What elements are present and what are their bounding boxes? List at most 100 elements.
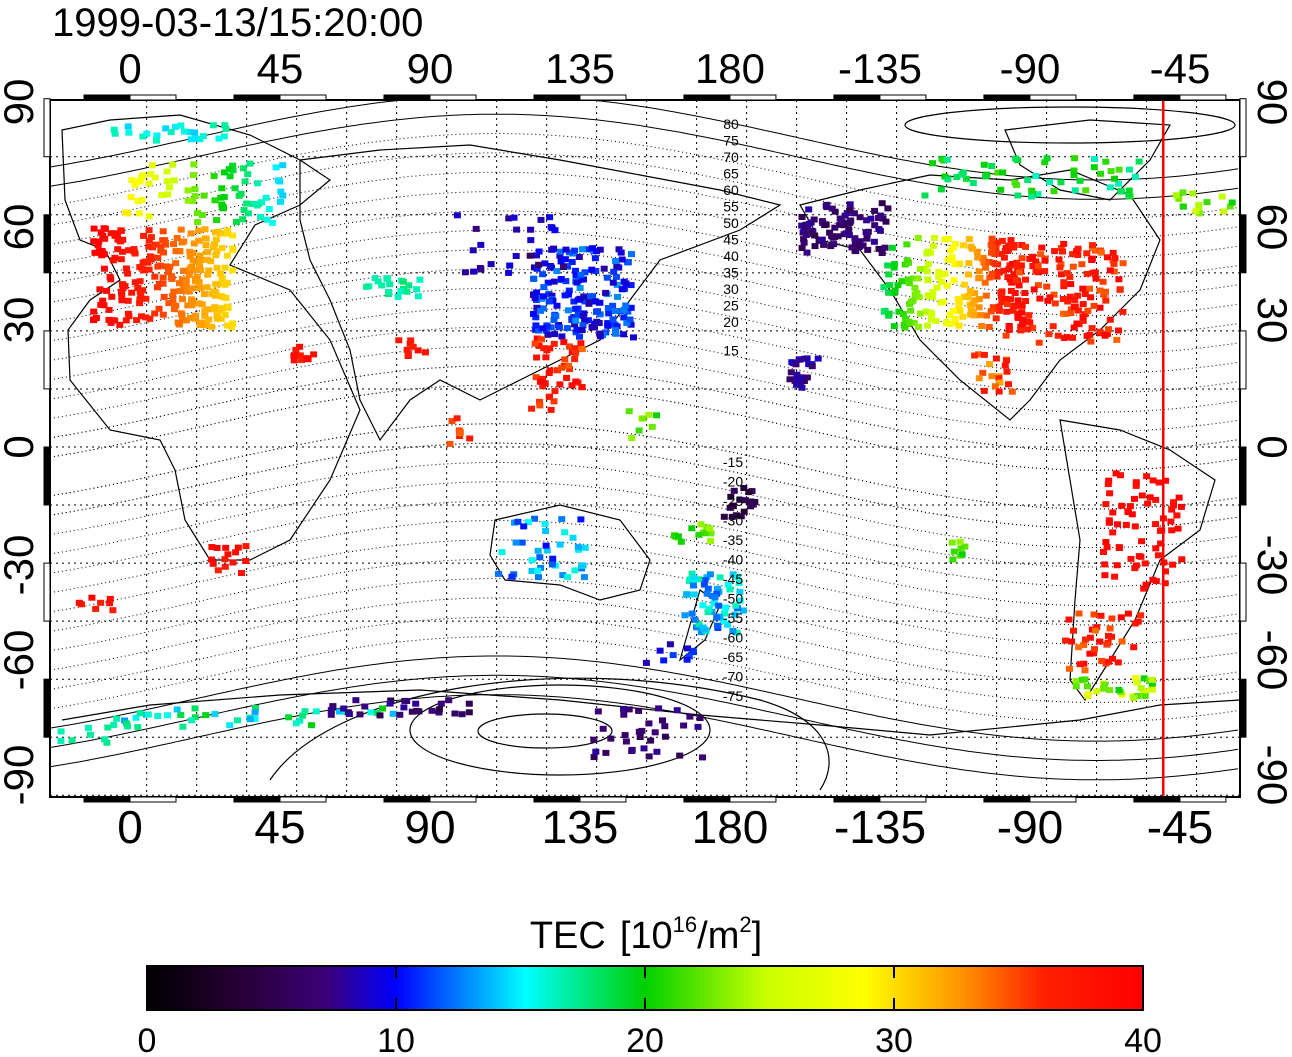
longitude-tick-label: 0 — [117, 801, 143, 853]
contour-label: 60 — [723, 182, 739, 198]
tec-pixel — [903, 241, 911, 248]
tec-pixel — [187, 136, 195, 143]
tec-pixel — [106, 600, 114, 607]
tec-pixel — [684, 645, 691, 652]
tec-pixel — [99, 297, 107, 304]
tec-pixel — [736, 496, 744, 503]
tec-pixel — [1088, 242, 1096, 249]
tec-pixel — [793, 377, 801, 384]
tec-pixel — [114, 246, 122, 253]
tec-pixel — [878, 200, 886, 207]
tec-pixel — [145, 227, 153, 234]
tec-pixel — [1125, 187, 1133, 194]
tec-pixel — [1007, 287, 1015, 294]
tec-pixel — [446, 440, 454, 447]
tec-pixel — [636, 734, 644, 740]
tec-pixel — [688, 610, 696, 617]
tec-pixel — [1117, 188, 1125, 195]
tec-pixel — [580, 293, 588, 300]
tec-pixel — [122, 265, 130, 272]
tec-pixel — [401, 697, 409, 704]
longitude-tick-label: 90 — [407, 45, 454, 92]
tec-pixel — [172, 248, 180, 255]
tec-pixel — [558, 364, 566, 371]
tec-pixel — [1102, 297, 1110, 304]
tec-pixel — [1003, 357, 1011, 364]
frame-tick-bar — [429, 94, 477, 101]
tec-pixel — [487, 261, 495, 268]
tec-pixel — [1002, 295, 1010, 302]
tec-pixel — [1013, 259, 1021, 266]
tec-pixel — [132, 714, 140, 721]
tec-pixel — [1108, 615, 1116, 622]
tec-pixel — [134, 724, 142, 731]
tec-pixel — [800, 236, 808, 243]
tec-pixel — [891, 287, 899, 294]
tec-pixel — [729, 571, 737, 578]
tec-pixel — [212, 236, 220, 243]
tec-pixel — [553, 302, 561, 309]
tec-pixel — [68, 737, 76, 744]
tec-pixel — [557, 276, 565, 282]
tec-pixel — [985, 324, 993, 330]
tec-pixel — [534, 327, 542, 334]
tec-pixel — [856, 214, 864, 221]
tec-pixel — [731, 611, 739, 618]
tec-pixel — [1070, 324, 1078, 331]
tec-pixel — [1071, 187, 1079, 194]
tec-pixel — [170, 177, 178, 184]
tec-pixel — [1106, 625, 1114, 632]
tec-pixel — [609, 279, 617, 286]
tec-pixel — [583, 246, 591, 253]
tec-pixel — [1014, 310, 1022, 317]
tec-pixel — [980, 387, 988, 394]
tec-pixel — [624, 308, 632, 315]
tec-pixel — [986, 274, 994, 281]
tec-pixel — [1138, 538, 1146, 545]
tec-pixel — [711, 594, 719, 601]
tec-pixel — [955, 302, 963, 309]
tec-pixel — [980, 161, 988, 168]
tec-pixel — [90, 225, 98, 232]
latitude-axis-right: 90 60 30 0 -30 -60 -90 — [1249, 79, 1292, 806]
tec-pixel — [1152, 496, 1160, 503]
frame-tick-bar — [1239, 446, 1247, 506]
tec-pixel — [827, 243, 835, 250]
tec-pixel — [299, 712, 307, 719]
tec-pixel — [661, 733, 669, 740]
tec-pixel — [943, 320, 951, 327]
tec-pixel — [1086, 634, 1094, 641]
tec-pixel — [886, 282, 894, 289]
tec-pixel — [1116, 286, 1124, 293]
tec-pixel — [545, 298, 553, 305]
tec-pixel — [1106, 490, 1114, 497]
frame-tick-bar — [1133, 94, 1181, 101]
tec-pixel — [1148, 682, 1156, 688]
tec-pixel — [915, 294, 923, 301]
tec-pixel — [645, 411, 653, 418]
tec-pixel — [376, 712, 384, 719]
tec-pixel — [715, 602, 723, 609]
tec-pixel — [739, 607, 747, 614]
tec-pixel — [554, 367, 561, 374]
frame-tick-bar — [1239, 330, 1247, 390]
tec-pixel — [1109, 509, 1117, 516]
longitude-tick-label: -45 — [1150, 45, 1211, 92]
tec-pixel — [703, 590, 711, 597]
latitude-tick-label: 30 — [1249, 297, 1292, 344]
tec-pixel — [863, 235, 871, 242]
tec-pixel — [531, 295, 539, 302]
tec-pixel — [1067, 281, 1075, 288]
tec-pixel — [710, 600, 718, 607]
frame-tick-bar — [279, 94, 327, 101]
tec-pixel — [607, 735, 615, 742]
tec-pixel — [683, 656, 691, 663]
tec-pixel — [565, 287, 573, 294]
tec-pixel — [403, 346, 411, 353]
tec-pixel — [594, 708, 602, 715]
tec-pixel — [122, 209, 130, 216]
tec-pixel — [1109, 655, 1116, 662]
tec-pixel — [620, 705, 627, 712]
tec-pixel — [965, 260, 973, 267]
longitude-tick-label: 135 — [542, 801, 619, 853]
